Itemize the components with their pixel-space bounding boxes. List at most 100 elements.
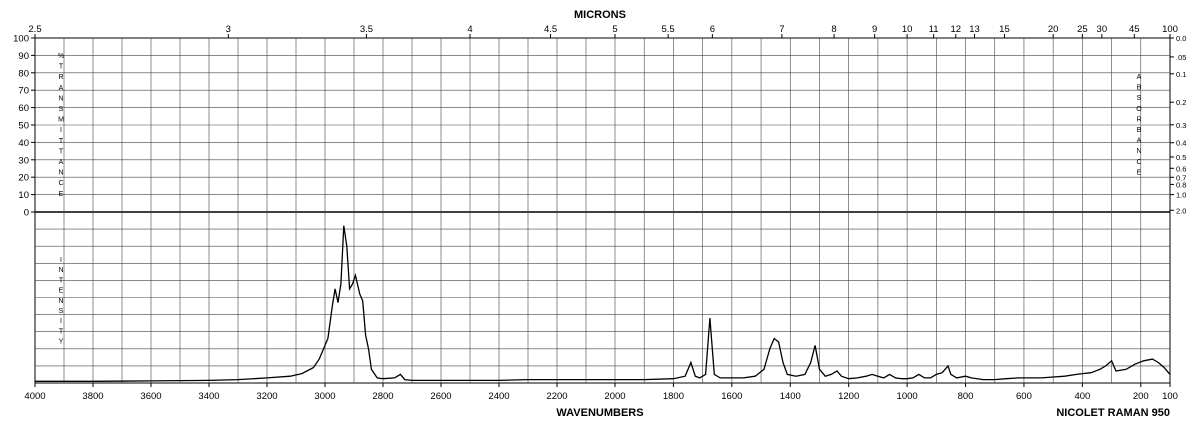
- wavenumber-tick-label: 2200: [546, 391, 567, 402]
- absorbance-tick-label: 2.0: [1176, 206, 1186, 215]
- micron-tick-label: 6: [710, 24, 715, 35]
- absorbance-tick-label: 0.4: [1176, 139, 1186, 148]
- wavenumber-tick-label: 3800: [82, 391, 103, 402]
- transmittance-axis-letter: A: [59, 85, 64, 92]
- wavenumber-tick-label: 3200: [256, 391, 277, 402]
- axis-labels: 4000 3800 3600 3400 3200 3000 2800 2600 2400 2200…: [13, 24, 1186, 402]
- instrument-label: NICOLET RAMAN 950: [1056, 407, 1170, 419]
- wavenumber-tick-label: 1800: [663, 391, 684, 402]
- absorbance-axis-letter: B: [1137, 127, 1142, 134]
- micron-tick-label: 7: [779, 24, 784, 35]
- micron-tick-label: 25: [1077, 24, 1088, 35]
- transmittance-axis-letter: A: [59, 159, 64, 166]
- axis-ticks: [31, 34, 1174, 387]
- transmittance-tick-label: 30: [18, 155, 29, 166]
- micron-tick-label: 15: [999, 24, 1010, 35]
- micron-tick-label: 20: [1048, 24, 1059, 35]
- absorbance-axis-letter: A: [1137, 138, 1142, 145]
- micron-tick-label: 45: [1129, 24, 1140, 35]
- intensity-axis-letter: E: [59, 288, 64, 295]
- absorbance-axis-letter: E: [1137, 169, 1142, 176]
- intensity-axis-letter: S: [59, 308, 64, 315]
- transmittance-tick-label: 90: [18, 51, 29, 62]
- intensity-axis-letter: I: [60, 318, 62, 325]
- micron-tick-label: 13: [969, 24, 980, 35]
- transmittance-tick-label: 100: [13, 34, 29, 45]
- absorbance-tick-label: .05: [1176, 53, 1186, 62]
- micron-tick-label: 5.5: [662, 24, 675, 35]
- wavenumber-tick-label: 1000: [897, 391, 918, 402]
- micron-tick-label: 3: [226, 24, 231, 35]
- micron-tick-label: 4: [467, 24, 472, 35]
- micron-tick-label: 5: [612, 24, 617, 35]
- transmittance-tick-label: 0: [24, 208, 29, 219]
- transmittance-tick-label: 80: [18, 68, 29, 79]
- wavenumber-tick-label: 4000: [24, 391, 45, 402]
- intensity-axis-letter: T: [59, 277, 64, 284]
- absorbance-tick-label: 0.6: [1176, 164, 1186, 173]
- wavenumber-tick-label: 2400: [488, 391, 509, 402]
- transmittance-tick-label: 50: [18, 121, 29, 132]
- absorbance-tick-label: 0.1: [1176, 70, 1186, 79]
- absorbance-axis-letter: R: [1136, 116, 1141, 123]
- transmittance-axis-letter: T: [59, 138, 64, 145]
- transmittance-axis-letter: R: [58, 74, 63, 81]
- top-axis-title: MICRONS: [574, 9, 626, 21]
- transmittance-tick-label: 60: [18, 103, 29, 114]
- wavenumber-tick-label: 1600: [721, 391, 742, 402]
- wavenumber-tick-label: 2600: [430, 391, 451, 402]
- absorbance-axis-letter: A: [1137, 74, 1142, 81]
- wavenumber-tick-label: 3000: [314, 391, 335, 402]
- wavenumber-tick-label: 1200: [838, 391, 859, 402]
- bottom-axis-title: WAVENUMBERS: [556, 407, 643, 419]
- transmittance-axis-letter: T: [59, 64, 64, 71]
- absorbance-axis-letter: N: [1136, 148, 1141, 155]
- intensity-axis-letter: N: [58, 298, 63, 305]
- transmittance-tick-label: 70: [18, 86, 29, 97]
- wavenumber-tick-label: 1400: [780, 391, 801, 402]
- intensity-axis-letter: I: [60, 257, 62, 264]
- transmittance-tick-label: 10: [18, 190, 29, 201]
- absorbance-axis-letter: O: [1136, 106, 1142, 113]
- wavenumber-tick-label: 3600: [140, 391, 161, 402]
- micron-tick-label: 30: [1097, 24, 1108, 35]
- micron-tick-label: 100: [1162, 24, 1178, 35]
- micron-tick-label: 9: [872, 24, 877, 35]
- wavenumber-tick-label: 400: [1074, 391, 1090, 402]
- absorbance-axis-letter: B: [1137, 85, 1142, 92]
- wavenumber-tick-label: 200: [1133, 391, 1149, 402]
- transmittance-axis-letter: %: [58, 53, 64, 60]
- micron-tick-label: 11: [929, 24, 939, 35]
- grid: [34, 37, 1171, 384]
- intensity-axis-letter: Y: [59, 339, 64, 346]
- transmittance-axis-letter: I: [60, 127, 62, 134]
- wavenumber-tick-label: 2000: [604, 391, 625, 402]
- absorbance-tick-label: 0.0: [1176, 34, 1186, 43]
- micron-tick-label: 10: [902, 24, 913, 35]
- wavenumber-tick-label: 600: [1016, 391, 1032, 402]
- wavenumber-tick-label: 100: [1162, 391, 1178, 402]
- micron-tick-label: 8: [831, 24, 836, 35]
- transmittance-axis-letter: N: [58, 95, 63, 102]
- transmittance-axis-letter: S: [59, 106, 64, 113]
- absorbance-axis-letter: S: [1137, 95, 1142, 102]
- absorbance-tick-label: 0.7: [1176, 173, 1186, 182]
- transmittance-tick-label: 20: [18, 173, 29, 184]
- wavenumber-tick-label: 2800: [372, 391, 393, 402]
- intensity-axis-letter: T: [59, 328, 64, 335]
- micron-tick-label: 2.5: [28, 24, 41, 35]
- transmittance-axis-letter: C: [58, 180, 63, 187]
- transmittance-axis-letter: T: [59, 148, 64, 155]
- plot-frame: [34, 37, 1171, 384]
- transmittance-tick-label: 40: [18, 138, 29, 149]
- absorbance-tick-label: 0.3: [1176, 121, 1186, 130]
- absorbance-tick-label: 1.0: [1176, 191, 1186, 200]
- absorbance-tick-label: 0.5: [1176, 153, 1186, 162]
- transmittance-axis-letter: E: [59, 191, 64, 198]
- wavenumber-tick-label: 3400: [198, 391, 219, 402]
- wavenumber-tick-label: 800: [958, 391, 974, 402]
- absorbance-tick-label: 0.2: [1176, 98, 1186, 107]
- micron-tick-label: 12: [951, 24, 962, 35]
- spectrum-line: [35, 225, 1171, 382]
